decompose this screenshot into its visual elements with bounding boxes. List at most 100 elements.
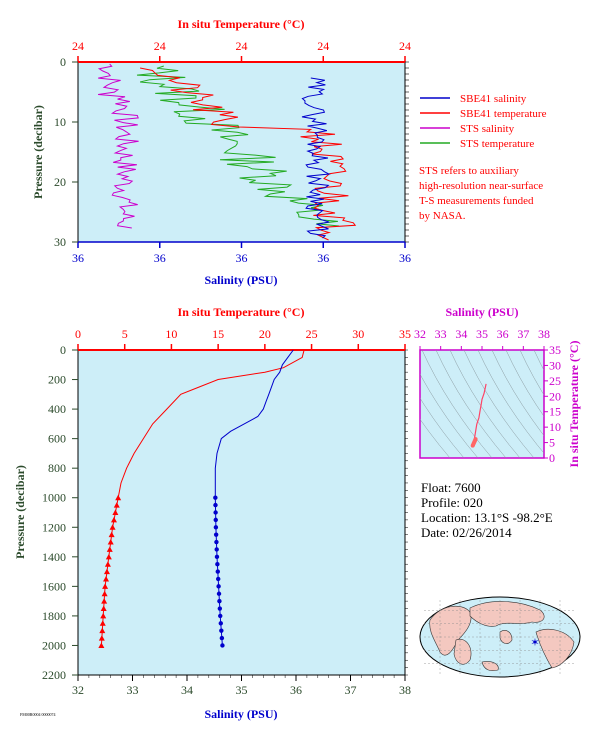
salinity-sample-marker <box>213 517 218 523</box>
ts-panel-right-tick-label: 35 <box>549 343 561 357</box>
salinity-sample-marker <box>216 591 222 596</box>
main-panel-bottom-axis-label: Salinity (PSU) <box>204 707 277 721</box>
legend-note-line: STS refers to auxiliary <box>419 165 519 177</box>
top-panel-top-axis-label: In situ Temperature (°C) <box>178 17 305 31</box>
main-panel-left-tick-label: 2000 <box>42 638 66 652</box>
isopycnal-line <box>519 350 544 396</box>
info-float: Float: 7600 <box>421 480 481 495</box>
ts-trace <box>470 383 487 448</box>
temperature-sample-marker <box>106 546 113 552</box>
isopycnal-line <box>420 373 479 458</box>
salinity-sample-marker <box>216 584 221 589</box>
legend-note-line: by NASA. <box>419 210 466 222</box>
legend-note: STS refers to auxiliary high-resolution n… <box>419 165 543 222</box>
main-panel-left-tick-label: 1200 <box>42 520 66 534</box>
top-panel-left-axis-label: Pressure (decibar) <box>31 105 45 199</box>
salinity-sample-marker <box>214 547 219 552</box>
temperature-sample-marker <box>102 583 109 589</box>
ts-isopycnals <box>420 350 544 458</box>
main-panel-left-tick-label: 800 <box>48 461 66 475</box>
salinity-sample-marker <box>219 635 225 641</box>
ts-panel-top-tick-label: 32 <box>414 327 426 341</box>
top-panel-top-tick-label: 24 <box>399 39 411 53</box>
top-plot-area <box>77 61 406 243</box>
salinity-sample-marker <box>215 569 220 574</box>
ts-panel-right-tick-label: 10 <box>549 420 561 434</box>
ts-plot-area <box>419 349 545 459</box>
main-panel-bottom-tick-label: 35 <box>236 683 248 697</box>
info-profile: Profile: 020 <box>421 495 483 510</box>
main-panel-top-tick-label: 10 <box>165 327 177 341</box>
salinity-sample-marker <box>213 495 218 500</box>
ts-panel-top-tick-label: 36 <box>497 327 509 341</box>
temperature-sample-marker <box>98 642 105 648</box>
isopycnal-line <box>421 350 493 458</box>
legend-note-line: high-resolution near-surface <box>419 180 543 192</box>
legend-items: SBE41 salinity SBE41 temperature STS salin… <box>420 93 547 150</box>
ts-panel-right-tick-label: 30 <box>549 358 561 372</box>
legend-item-label: STS temperature <box>460 138 534 150</box>
temperature-sample-marker <box>113 502 120 508</box>
main-panel-top-tick-label: 30 <box>352 327 364 341</box>
isopycnal-line <box>505 350 544 417</box>
main-panel-top-tick-label: 0 <box>75 327 81 341</box>
isopycnal-line <box>435 350 507 458</box>
temperature-sample-marker <box>101 590 108 597</box>
main-panel-top-tick-label: 20 <box>259 327 271 341</box>
top-panel-bottom-tick-label: 36 <box>317 251 329 265</box>
temperature-sample-marker <box>104 561 111 567</box>
salinity-sample-marker <box>214 539 219 545</box>
temperature-sample-marker <box>110 516 117 523</box>
legend-item-label: SBE41 temperature <box>460 108 547 120</box>
main-panel-top-tick-label: 15 <box>212 327 224 341</box>
top-panel-left-tick-label: 20 <box>54 175 66 189</box>
salinity-sample-marker <box>213 532 219 537</box>
info-location: Location: 13.1°S -98.2°E <box>421 510 553 525</box>
ts-panel-top-tick-label: 37 <box>517 327 529 341</box>
temperature-sample-marker <box>115 494 122 501</box>
sts-temperature-trace <box>136 65 340 227</box>
ts-panel-right-tick-label: 15 <box>549 405 561 419</box>
top-panel-bottom-tick-label: 36 <box>154 251 166 265</box>
top-panel-left-tick-label: 30 <box>54 235 66 249</box>
top-panel: 24 24 24 24 24 36 36 36 36 36 0 10 20 30 In situ Temp… <box>31 17 411 287</box>
top-panel-top-tick-label: 24 <box>236 39 248 53</box>
main-panel-bottom-tick-label: 38 <box>399 683 411 697</box>
top-panel-bottom-axis-label: Salinity (PSU) <box>204 273 277 287</box>
footer-code: FM00R0004 0000074 <box>20 712 55 717</box>
temperature-sample-marker <box>100 612 107 619</box>
top-panel-bottom-tick-label: 36 <box>72 251 84 265</box>
top-panel-bottom-tick-label: 36 <box>399 251 411 265</box>
main-panel-ticks: 0 5 10 15 20 25 30 35 32 33 34 35 36 37 38 0 200 400 600 80… <box>42 327 411 697</box>
main-panel-top-tick-label: 35 <box>399 327 411 341</box>
temperature-sample-marker <box>98 635 105 641</box>
main-panel-left-tick-label: 1400 <box>42 550 66 564</box>
main-panel-traces <box>98 349 305 648</box>
salinity-sample-marker <box>220 643 225 648</box>
top-panel-ticks: 24 24 24 24 24 36 36 36 36 36 0 10 20 30 <box>54 39 411 265</box>
salinity-sample-marker <box>213 525 219 530</box>
ts-point <box>473 437 478 442</box>
main-panel-top-tick-label: 25 <box>306 327 318 341</box>
isopycnal-line <box>420 397 465 458</box>
main-panel-bottom-tick-label: 34 <box>181 683 193 697</box>
main-panel-bottom-tick-label: 37 <box>345 683 357 697</box>
main-panel-left-tick-label: 400 <box>48 402 66 416</box>
salinity-sample-marker <box>213 510 218 515</box>
main-panel-bottom-tick-label: 32 <box>72 683 84 697</box>
ts-panel-right-tick-label: 20 <box>549 389 561 403</box>
sbe41-salinity-trace <box>301 77 331 239</box>
temperature-sample-marker <box>105 553 112 560</box>
temperature-sample-marker <box>108 531 115 538</box>
map-land <box>429 601 575 672</box>
main-panel-left-tick-label: 1800 <box>42 609 66 623</box>
legend: SBE41 salinity SBE41 temperature STS salin… <box>419 93 547 222</box>
float-info: Float: 7600 Profile: 020 Location: 13.1°… <box>421 480 553 540</box>
salinity-sample-marker <box>217 598 222 604</box>
top-panel-left-tick-label: 0 <box>60 55 66 69</box>
salinity-sample-marker <box>214 554 220 560</box>
isopycnal-line <box>533 350 544 371</box>
temperature-sample-marker <box>100 605 107 612</box>
